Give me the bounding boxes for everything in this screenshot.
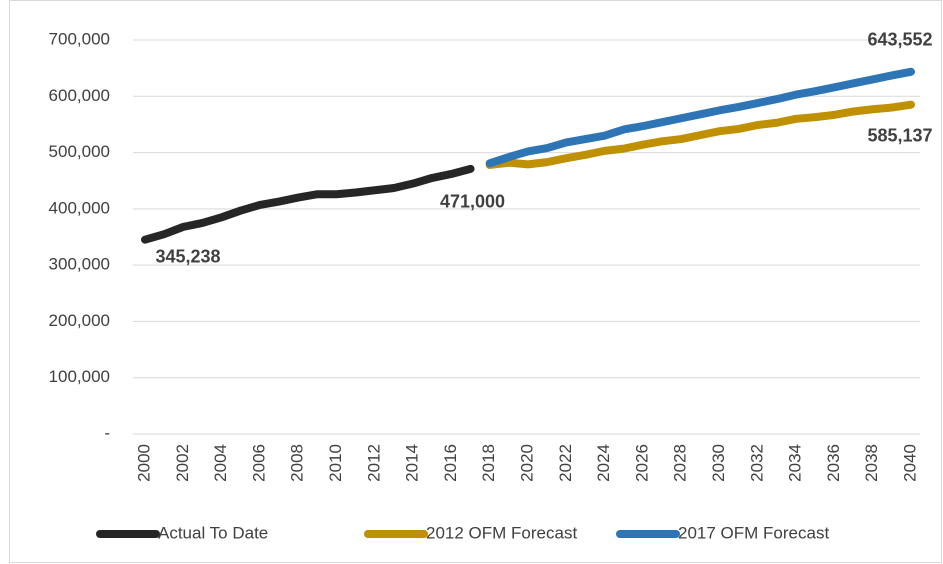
x-tick-label: 2000 — [134, 444, 153, 482]
y-tick-label: 700,000 — [49, 29, 110, 48]
y-tick-label: - — [104, 423, 110, 442]
series-line — [485, 100, 915, 169]
x-tick-label: 2036 — [824, 444, 843, 482]
legend-label: Actual To Date — [158, 523, 268, 542]
data-label: 471,000 — [440, 192, 505, 212]
y-tick-label: 400,000 — [49, 198, 110, 217]
series-line — [141, 164, 475, 244]
x-tick-label: 2040 — [900, 444, 919, 482]
x-tick-label: 2016 — [441, 444, 460, 482]
y-tick-label: 500,000 — [49, 142, 110, 161]
series-line — [485, 67, 915, 168]
legend-label: 2012 OFM Forecast — [426, 523, 577, 542]
x-tick-label: 2018 — [479, 444, 498, 482]
data-label: 585,137 — [867, 125, 932, 145]
x-tick-label: 2028 — [671, 444, 690, 482]
y-tick-label: 300,000 — [49, 255, 110, 274]
y-tick-label: 200,000 — [49, 311, 110, 330]
x-tick-label: 2014 — [403, 444, 422, 482]
x-tick-label: 2006 — [249, 444, 268, 482]
x-tick-label: 2032 — [747, 444, 766, 482]
x-tick-label: 2010 — [326, 444, 345, 482]
x-tick-label: 2022 — [556, 444, 575, 482]
x-tick-label: 2030 — [709, 444, 728, 482]
x-tick-label: 2024 — [594, 444, 613, 482]
x-tick-label: 2038 — [862, 444, 881, 482]
data-label: 643,552 — [867, 30, 932, 50]
x-tick-label: 2034 — [786, 444, 805, 482]
x-tick-label: 2020 — [517, 444, 536, 482]
x-tick-label: 2002 — [173, 444, 192, 482]
x-tick-label: 2008 — [288, 444, 307, 482]
y-tick-label: 600,000 — [49, 86, 110, 105]
x-tick-label: 2012 — [364, 444, 383, 482]
x-tick-label: 2004 — [211, 444, 230, 482]
data-label: 345,238 — [155, 246, 220, 266]
x-tick-label: 2026 — [632, 444, 651, 482]
legend-label: 2017 OFM Forecast — [678, 523, 829, 542]
y-tick-label: 100,000 — [49, 367, 110, 386]
